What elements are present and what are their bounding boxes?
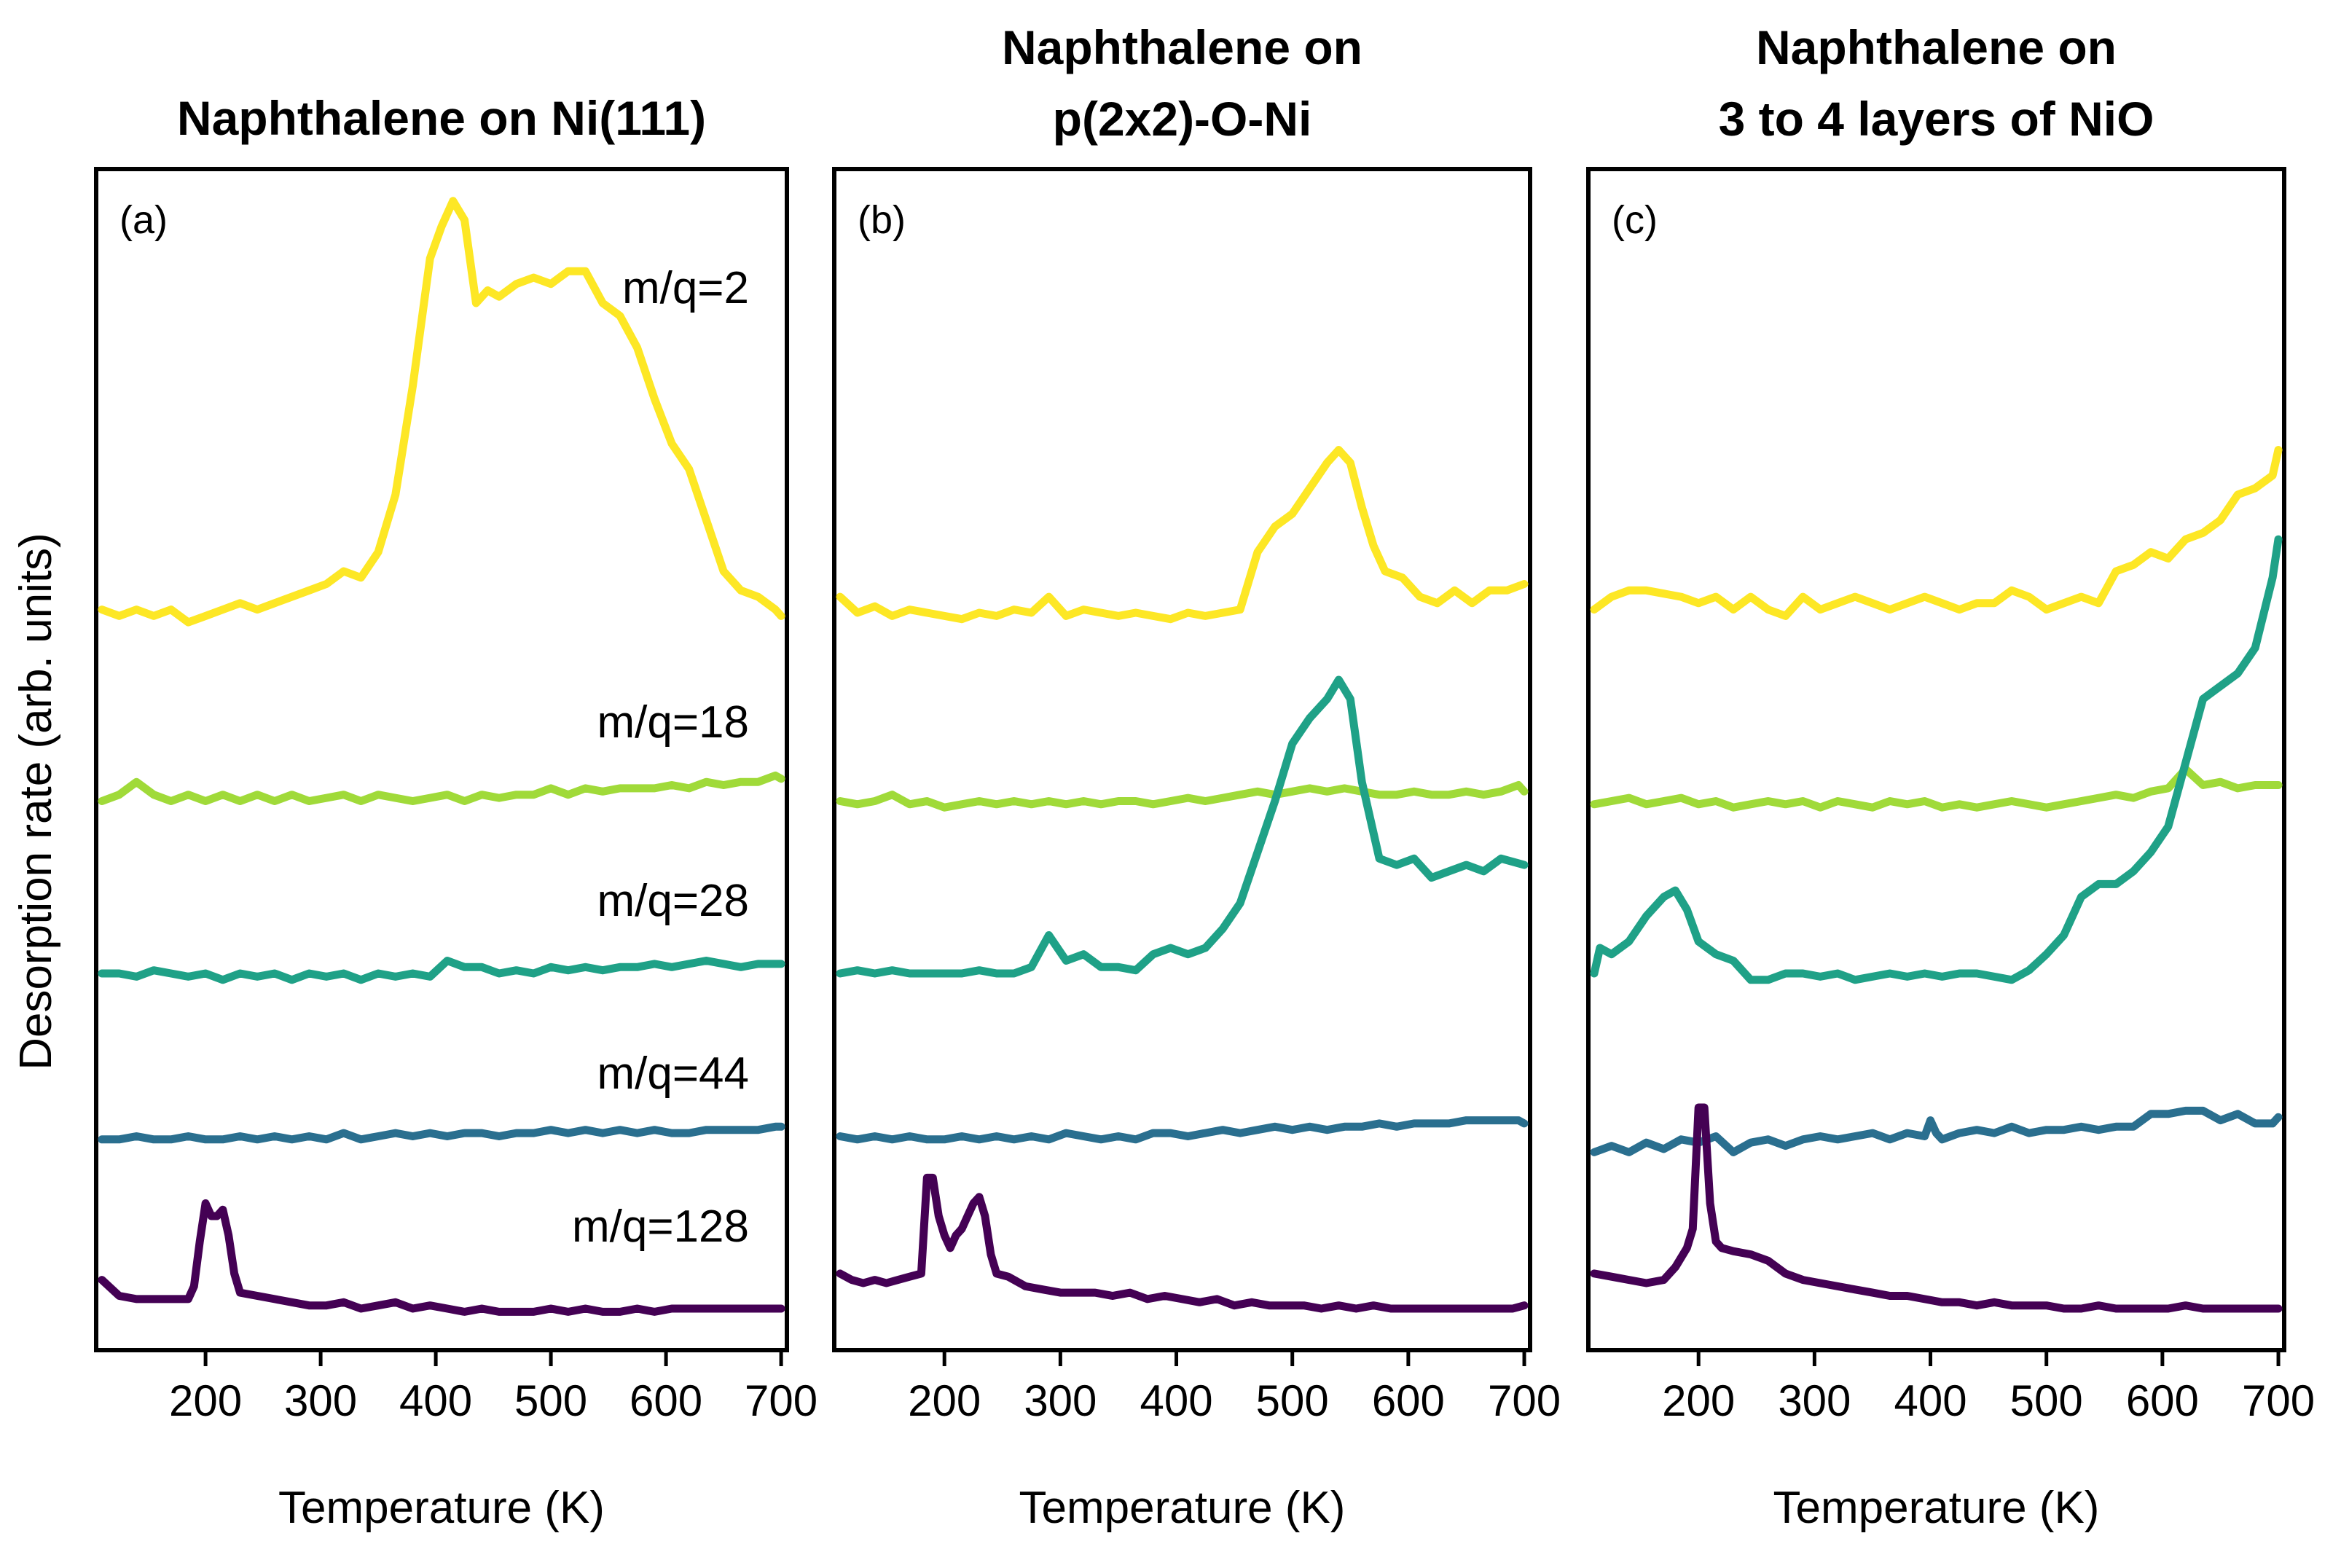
plot-frame	[1586, 167, 2286, 1352]
panel-title-line: Naphthalene on	[1002, 20, 1362, 74]
x-tick-label: 300	[1778, 1376, 1851, 1425]
series-line-mq128	[1590, 1103, 2283, 1313]
series-line-mq128	[836, 1173, 1529, 1313]
panel-title-line: 3 to 4 layers of NiO	[1719, 92, 2154, 146]
panel-b: Naphthalene on p(2x2)-O-Ni (b) 200 300 400 500…	[832, 20, 1561, 1533]
x-tick-label: 400	[1894, 1376, 1966, 1425]
x-tick-label: 500	[2010, 1376, 2083, 1425]
series-label-mq44: m/q=44	[597, 1048, 749, 1099]
series-label-mq18: m/q=18	[597, 697, 749, 748]
x-tick-label: 600	[2126, 1376, 2199, 1425]
panel-title-line: p(2x2)-O-Ni	[1053, 92, 1312, 146]
series-line-mq18	[1590, 765, 2283, 812]
series-line-mq128	[98, 1199, 785, 1316]
series-line-mq2	[1590, 446, 2283, 620]
x-tick-label: 400	[399, 1376, 472, 1425]
panels: Naphthalene on Ni(111) (a) 200 300 400 500 600…	[94, 20, 2315, 1533]
x-axis-label: Temperature (K)	[1019, 1483, 1346, 1533]
panel-c: Naphthalene on 3 to 4 layers of NiO (c) 200…	[1586, 20, 2315, 1533]
series-line-mq44	[98, 1122, 785, 1144]
x-tick-label: 200	[169, 1376, 242, 1425]
panel-a: Naphthalene on Ni(111) (a) 200 300 400 500 600…	[94, 91, 817, 1533]
x-tick-label: 500	[1256, 1376, 1329, 1425]
y-axis-label: Desorption rate (arb. units)	[11, 533, 61, 1070]
series-label-mq128: m/q=128	[572, 1202, 749, 1252]
series-line-mq2	[836, 446, 1529, 624]
x-tick-label: 700	[2242, 1376, 2315, 1425]
x-tick-label: 600	[630, 1376, 702, 1425]
panel-letter: (a)	[119, 198, 168, 242]
series-line-mq28	[98, 957, 785, 984]
series-line-mq18	[98, 771, 785, 805]
series-line-mq28	[1590, 535, 2283, 984]
x-tick-label: 200	[908, 1376, 981, 1425]
series-line-mq2	[98, 197, 785, 627]
x-axis-label: Temperature (K)	[278, 1483, 605, 1533]
series-label-mq28: m/q=28	[597, 876, 749, 926]
x-tick-label: 200	[1662, 1376, 1735, 1425]
plot-frame	[832, 167, 1532, 1352]
x-tick-label: 300	[1024, 1376, 1097, 1425]
panel-title-line: Naphthalene on Ni(111)	[177, 91, 706, 145]
series-line-mq44	[1590, 1106, 2283, 1156]
series-line-mq44	[836, 1116, 1529, 1144]
x-tick-label: 700	[1488, 1376, 1561, 1425]
x-tick-label: 300	[284, 1376, 357, 1425]
series-line-mq28	[836, 675, 1529, 978]
x-tick-label: 500	[514, 1376, 587, 1425]
series-line-mq18	[836, 781, 1529, 812]
panel-letter: (b)	[858, 198, 906, 242]
panel-title-line: Naphthalene on	[1756, 20, 2117, 74]
panel-letter: (c)	[1612, 198, 1658, 242]
x-tick-label: 600	[1372, 1376, 1445, 1425]
x-tick-label: 400	[1140, 1376, 1212, 1425]
x-tick-label: 700	[745, 1376, 817, 1425]
x-axis-label: Temperature (K)	[1773, 1483, 2100, 1533]
series-label-mq2: m/q=2	[622, 263, 749, 313]
plot-frame	[94, 167, 789, 1352]
